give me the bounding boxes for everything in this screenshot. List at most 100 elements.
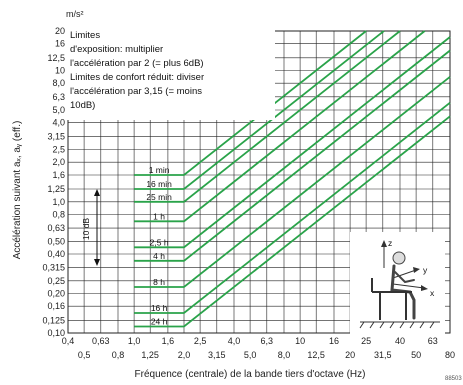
x-tick-label-top: 0,63 — [92, 336, 110, 346]
ten-db-arrow-down — [94, 259, 100, 266]
axis-z-label: z — [388, 238, 392, 248]
y-tick-label: 16 — [55, 39, 65, 49]
curve-label: 24 h — [151, 317, 168, 327]
curve-label: 1 min — [149, 165, 170, 175]
x-tick-label-bottom: 31,5 — [374, 350, 392, 360]
ten-db-arrow-up — [94, 189, 100, 196]
curve-label: 1 h — [153, 211, 165, 221]
x-tick-label-bottom: 20 — [345, 350, 355, 360]
y-tick-label: 0,8 — [52, 210, 65, 220]
x-tick-label-top: 0,4 — [62, 336, 75, 346]
x-tick-label-top: 25 — [361, 336, 371, 346]
curve-label: 16 h — [151, 303, 168, 313]
seated-person-illustration: z y x — [350, 232, 445, 337]
curve-label: 8 h — [153, 277, 165, 287]
curve-4-h — [134, 49, 451, 262]
y-tick-label: 0,63 — [47, 223, 65, 233]
exposure-curves — [134, 30, 451, 328]
y-tick-label: 20 — [55, 26, 65, 36]
y-tick-label: 12,5 — [47, 53, 65, 63]
x-axis-title: Fréquence (centrale) de la bande tiers d… — [135, 369, 366, 380]
y-tick-label: 0,315 — [42, 263, 65, 273]
notes-box: Limites d'exposition: multiplier l'accél… — [67, 24, 275, 120]
y-tick-label: 6,3 — [52, 92, 65, 102]
x-tick-label-bottom: 50 — [411, 350, 421, 360]
curve-8-h — [134, 76, 451, 288]
curve-25-min — [134, 30, 401, 203]
floor-hatch — [359, 321, 440, 329]
curve-label: 4 h — [153, 251, 165, 261]
curve-label: 16 min — [146, 179, 172, 189]
curve-24-h — [134, 115, 451, 328]
y-tick-label: 5,0 — [52, 105, 65, 115]
y-tick-label: 0,16 — [47, 301, 65, 311]
x-tick-label-top: 6,3 — [261, 336, 274, 346]
y-tick-label: 0,50 — [47, 236, 65, 246]
ten-db-label: 10 dB — [81, 218, 91, 241]
y-unit-label: m/s² — [66, 9, 84, 19]
curve-2-5-h — [134, 36, 451, 249]
y-tick-label: 1,25 — [47, 184, 65, 194]
corner-code: 88503 — [445, 376, 462, 382]
axis-x-line — [392, 283, 425, 289]
x-tick-label-bottom: 12,5 — [307, 350, 325, 360]
curve-1-min — [134, 30, 367, 176]
y-tick-label: 10 — [55, 66, 65, 76]
y-tick-label: 0,40 — [47, 249, 65, 259]
x-tick-label-bottom: 80 — [445, 350, 455, 360]
y-tick-label: 0,25 — [47, 276, 65, 286]
person-head — [392, 251, 406, 265]
notes-background — [67, 24, 275, 120]
y-axis-title: Accélération suivant aₓ, aᵧ (eff.) — [12, 121, 23, 260]
x-tick-label-top: 2,5 — [194, 336, 207, 346]
x-tick-label-top: 10 — [295, 336, 305, 346]
note-line-6: 10dB) — [70, 100, 95, 111]
x-tick-label-bottom: 8,0 — [278, 350, 291, 360]
note-line-5: l'accélération par 3,15 (= moins — [70, 86, 202, 97]
note-line-4: Limites de confort réduit: diviser — [70, 72, 204, 83]
x-tick-label-top: 16 — [329, 336, 339, 346]
x-tick-label-top: 4,0 — [228, 336, 241, 346]
y-tick-label: 8,0 — [52, 78, 65, 88]
y-tick-label: 2,0 — [52, 157, 65, 167]
x-tick-label-top: 1,0 — [128, 336, 141, 346]
x-tick-label-top: 1,6 — [162, 336, 175, 346]
y-tick-label: 0,10 — [47, 328, 65, 338]
x-tick-label-bottom: 3,15 — [208, 350, 226, 360]
person-arm — [394, 271, 415, 284]
seat — [371, 278, 412, 320]
x-tick-labels-top: 0,4 0,63 1,0 1,6 2,5 4,0 6,3 10 16 25 40 63 — [62, 336, 438, 346]
axis-y-label: y — [423, 265, 428, 275]
y-tick-label: 4,0 — [52, 118, 65, 128]
y-tick-label: 0,20 — [47, 289, 65, 299]
curve-16-min — [134, 30, 385, 190]
x-tick-label-bottom: 1,25 — [141, 350, 159, 360]
curve-label: 2,5 h — [150, 237, 169, 247]
ten-db-annotation: 10 dB — [81, 189, 100, 266]
curve-1-h — [134, 30, 426, 223]
axis-x-label: x — [430, 288, 435, 298]
note-line-3: l'accélération par 2 (= plus 6dB) — [70, 58, 204, 69]
axis-y-line — [392, 269, 417, 279]
x-tick-labels-bottom: 0,5 0,8 1,25 2,0 3,15 5,0 8,0 12,5 20 31,5 50 80 — [78, 350, 455, 360]
axis-z-arrow — [381, 240, 387, 247]
x-tick-label-bottom: 2,0 — [178, 350, 191, 360]
y-tick-label: 1,0 — [52, 197, 65, 207]
y-tick-label: 0,125 — [42, 315, 65, 325]
y-tick-label: 3,15 — [47, 131, 65, 141]
y-tick-labels: 20 16 12,5 10 8,0 6,3 5,0 4,0 3,15 2,5 2,0 1,6 1,25 1… — [42, 26, 65, 338]
note-line-1: Limites — [70, 30, 100, 41]
y-tick-label: 2,5 — [52, 145, 65, 155]
curve-labels: 1 min 16 min 25 min 1 h 2,5 h 4 h 8 h 16 h 24 h — [146, 165, 172, 327]
axis-y-arrow — [413, 267, 420, 273]
y-tick-label: 1,6 — [52, 170, 65, 180]
x-tick-label-bottom: 0,5 — [78, 350, 91, 360]
x-tick-label-bottom: 0,8 — [112, 350, 125, 360]
note-line-2: d'exposition: multiplier — [70, 44, 163, 55]
x-tick-label-bottom: 5,0 — [244, 350, 257, 360]
x-tick-label-top: 40 — [395, 336, 405, 346]
axis-x-arrow — [421, 285, 428, 291]
curve-16-h — [134, 101, 451, 314]
curve-label: 25 min — [146, 192, 172, 202]
